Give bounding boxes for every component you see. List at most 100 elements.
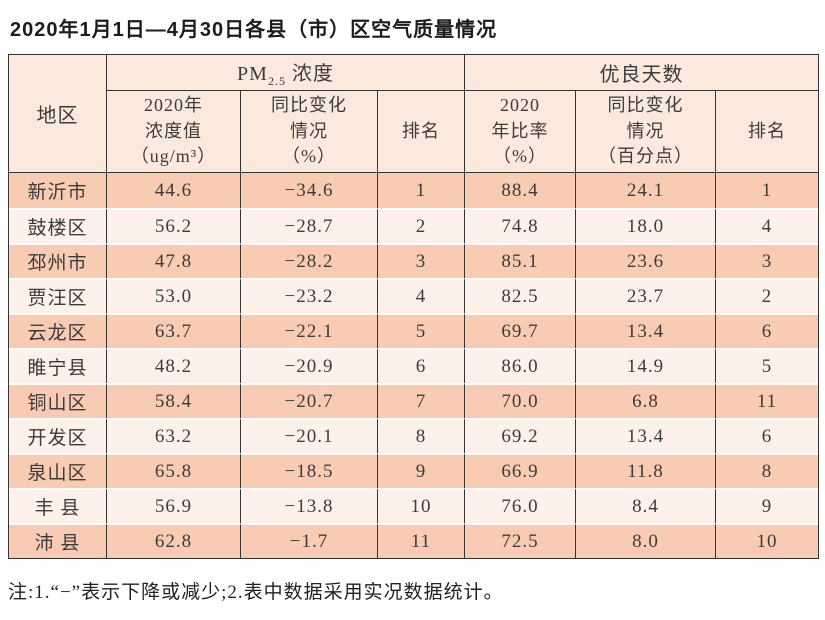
table-row: 开发区 63.2 −20.1 8 69.2 13.4 6 (9, 418, 819, 453)
table-row: 泉山区 65.8 −18.5 9 66.9 11.8 8 (9, 453, 819, 488)
air-quality-table: 地区 PM2.5 浓度 优良天数 2020年 浓度值 （ug/m³） 同比变化 … (8, 54, 820, 559)
good-rank-cell: 8 (716, 453, 819, 488)
good-rate-cell: 72.5 (465, 523, 576, 558)
good-change-cell: 8.4 (576, 488, 716, 523)
table-row: 铜山区 58.4 −20.7 7 70.0 6.8 11 (9, 383, 819, 418)
good-rank-cell: 6 (716, 418, 819, 453)
region-cell: 铜山区 (9, 383, 107, 418)
pm-rank-cell: 8 (378, 418, 465, 453)
good-rate-cell: 86.0 (465, 348, 576, 383)
good-rate-cell: 85.1 (465, 243, 576, 278)
region-cell: 邳州市 (9, 243, 107, 278)
good-change-cell: 11.8 (576, 453, 716, 488)
region-cell: 睢宁县 (9, 348, 107, 383)
region-cell: 鼓楼区 (9, 208, 107, 243)
pm-rank-cell: 10 (378, 488, 465, 523)
header-pm-change: 同比变化 情况 （%） (241, 91, 378, 173)
region-cell: 沛 县 (9, 523, 107, 558)
pm-change-cell: −28.7 (241, 208, 378, 243)
header-good-rate: 2020 年比率 （%） (465, 91, 576, 173)
pm-value-cell: 62.8 (107, 523, 241, 558)
good-change-cell: 6.8 (576, 383, 716, 418)
footnote: 注:1.“−”表示下降或减少;2.表中数据采用实况数据统计。 (8, 582, 504, 603)
good-rank-cell: 1 (716, 173, 819, 208)
region-cell: 贾汪区 (9, 278, 107, 313)
good-change-cell: 13.4 (576, 313, 716, 348)
good-rate-cell: 76.0 (465, 488, 576, 523)
pm-change-cell: −20.9 (241, 348, 378, 383)
good-rate-cell: 66.9 (465, 453, 576, 488)
table-row: 邳州市 47.8 −28.2 3 85.1 23.6 3 (9, 243, 819, 278)
pm25-suffix: 浓度 (285, 62, 334, 85)
table-row: 云龙区 63.7 −22.1 5 69.7 13.4 6 (9, 313, 819, 348)
header-pm-rank: 排名 (378, 91, 465, 173)
table-row: 鼓楼区 56.2 −28.7 2 74.8 18.0 4 (9, 208, 819, 243)
good-rank-cell: 3 (716, 243, 819, 278)
good-change-cell: 23.7 (576, 278, 716, 313)
good-rank-cell: 9 (716, 488, 819, 523)
pm-value-cell: 56.2 (107, 208, 241, 243)
pm-rank-cell: 1 (378, 173, 465, 208)
header-pm-value: 2020年 浓度值 （ug/m³） (107, 91, 241, 173)
pm-change-cell: −20.1 (241, 418, 378, 453)
good-change-cell: 18.0 (576, 208, 716, 243)
pm-change-cell: −20.7 (241, 383, 378, 418)
pm-change-cell: −34.6 (241, 173, 378, 208)
table-row: 沛 县 62.8 −1.7 11 72.5 8.0 10 (9, 523, 819, 558)
header-good-change: 同比变化 情况 （百分点） (576, 91, 716, 173)
header-region: 地区 (9, 55, 107, 173)
table-row: 丰 县 56.9 −13.8 10 76.0 8.4 9 (9, 488, 819, 523)
pm-change-cell: −28.2 (241, 243, 378, 278)
header-group-row: 地区 PM2.5 浓度 优良天数 (9, 55, 819, 173)
good-rate-cell: 69.2 (465, 418, 576, 453)
pm-change-cell: −13.8 (241, 488, 378, 523)
good-change-cell: 13.4 (576, 418, 716, 453)
table-row: 睢宁县 48.2 −20.9 6 86.0 14.9 5 (9, 348, 819, 383)
pm-rank-cell: 2 (378, 208, 465, 243)
good-change-cell: 23.6 (576, 243, 716, 278)
good-rank-cell: 6 (716, 313, 819, 348)
pm-value-cell: 48.2 (107, 348, 241, 383)
good-change-cell: 24.1 (576, 173, 716, 208)
good-rank-cell: 2 (716, 278, 819, 313)
good-rate-cell: 70.0 (465, 383, 576, 418)
pm-value-cell: 47.8 (107, 243, 241, 278)
pm-value-cell: 44.6 (107, 173, 241, 208)
good-rate-cell: 69.7 (465, 313, 576, 348)
region-cell: 丰 县 (9, 488, 107, 523)
good-rank-cell: 10 (716, 523, 819, 558)
good-change-cell: 14.9 (576, 348, 716, 383)
pm-rank-cell: 4 (378, 278, 465, 313)
table-row: 新沂市 44.6 −34.6 1 88.4 24.1 1 (9, 173, 819, 208)
pm-change-cell: −23.2 (241, 278, 378, 313)
page-title: 2020年1月1日—4月30日各县（市）区空气质量情况 (10, 19, 498, 41)
region-cell: 泉山区 (9, 453, 107, 488)
header-good-days-group: 优良天数 (465, 55, 819, 91)
good-rank-cell: 4 (716, 208, 819, 243)
good-rate-cell: 88.4 (465, 173, 576, 208)
region-cell: 新沂市 (9, 173, 107, 208)
pm-rank-cell: 7 (378, 383, 465, 418)
pm-rank-cell: 3 (378, 243, 465, 278)
pm-value-cell: 56.9 (107, 488, 241, 523)
pm-rank-cell: 5 (378, 313, 465, 348)
good-rate-cell: 74.8 (465, 208, 576, 243)
pm-value-cell: 63.7 (107, 313, 241, 348)
header-pm25-group: PM2.5 浓度 (107, 55, 465, 91)
good-rate-cell: 82.5 (465, 278, 576, 313)
pm-change-cell: −18.5 (241, 453, 378, 488)
pm-rank-cell: 11 (378, 523, 465, 558)
pm-rank-cell: 9 (378, 453, 465, 488)
good-change-cell: 8.0 (576, 523, 716, 558)
pm-rank-cell: 6 (378, 348, 465, 383)
good-rank-cell: 5 (716, 348, 819, 383)
pm-value-cell: 63.2 (107, 418, 241, 453)
region-cell: 云龙区 (9, 313, 107, 348)
pm-change-cell: −1.7 (241, 523, 378, 558)
good-rank-cell: 11 (716, 383, 819, 418)
pm25-prefix: PM (237, 62, 268, 85)
pm-value-cell: 65.8 (107, 453, 241, 488)
pm25-subscript: 2.5 (267, 73, 286, 88)
table-row: 贾汪区 53.0 −23.2 4 82.5 23.7 2 (9, 278, 819, 313)
header-good-rank: 排名 (716, 91, 819, 173)
